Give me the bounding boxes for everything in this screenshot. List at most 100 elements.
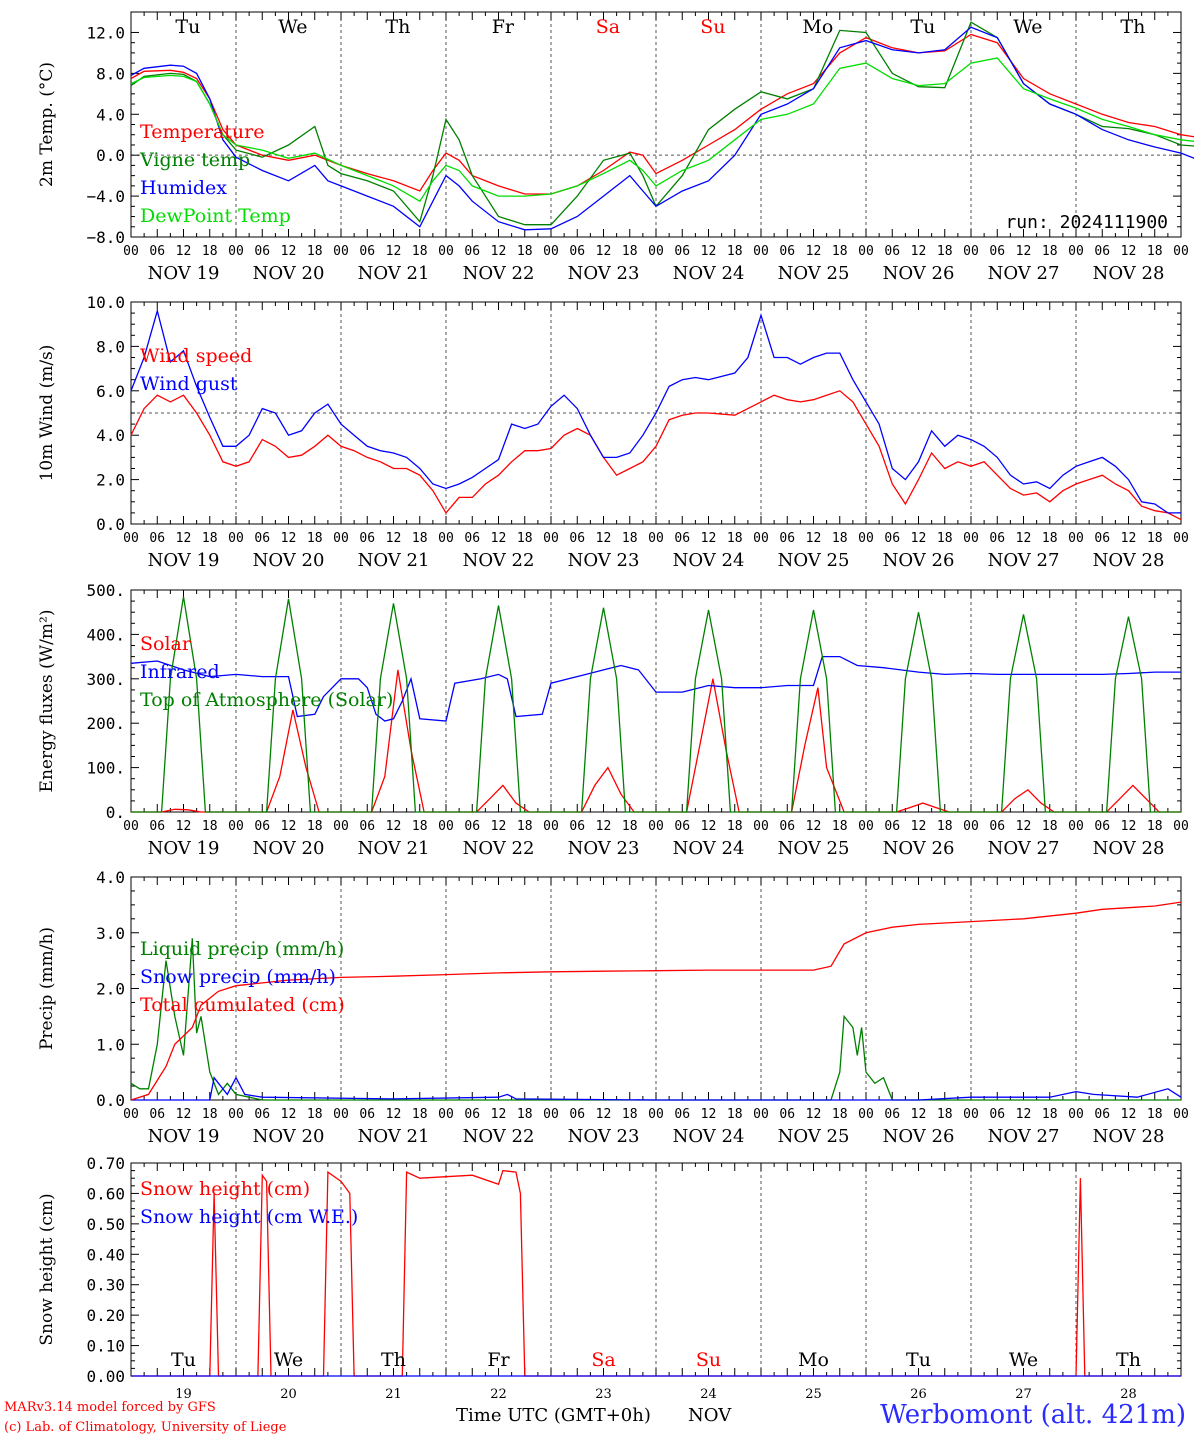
hour-tick-label: 18 [1042,244,1058,259]
date-label: NOV 28 [1093,263,1165,284]
date-label: NOV 25 [778,550,850,571]
lab-credit: (c) Lab. of Climatology, University of L… [4,1420,287,1435]
y-tick-label: 0.60 [86,1184,125,1203]
hour-tick-label: 12 [491,531,507,546]
hour-tick-label: 00 [438,1107,454,1122]
hour-tick-label: 18 [517,244,533,259]
hour-tick-label: 12 [806,244,822,259]
date-label: NOV 27 [988,263,1060,284]
hour-tick-label: 00 [1068,1107,1084,1122]
date-label: NOV 23 [568,1126,640,1147]
hour-tick-label: 12 [806,531,822,546]
day-name: We [1013,16,1042,38]
date-label: NOV 28 [1093,550,1165,571]
hour-tick-label: 00 [123,244,139,259]
hour-tick-label: 12 [701,1107,717,1122]
hour-tick-label: 18 [517,531,533,546]
day-name-bottom: Th [381,1349,406,1371]
hour-tick-label: 06 [779,1107,795,1122]
hour-tick-label: 12 [281,531,297,546]
hour-tick-label: 00 [438,531,454,546]
hour-tick-label: 12 [1121,531,1137,546]
hour-tick-label: 12 [176,819,192,834]
y-tick-label: 3.0 [96,924,125,943]
day-name-bottom: Th [1116,1349,1141,1371]
legend-entry: Humidex [140,177,227,199]
legend-entry: Snow height (cm) [140,1178,310,1200]
hour-tick-label: 12 [386,1107,402,1122]
hour-tick-label: 00 [1173,531,1189,546]
hour-tick-label: 18 [937,531,953,546]
hour-tick-label: 06 [884,1107,900,1122]
site-label: Werbomont (alt. 421m) [880,1400,1186,1430]
hour-tick-label: 00 [648,531,664,546]
hour-tick-label: 18 [832,531,848,546]
day-name: Fr [492,16,515,38]
hour-tick-label: 00 [963,244,979,259]
date-label: NOV 20 [253,263,325,284]
day-name-bottom: Tu [906,1349,931,1371]
day-number: 21 [385,1387,402,1402]
hour-tick-label: 12 [176,1107,192,1122]
hour-tick-label: 00 [648,244,664,259]
legend-entry: Solar [140,633,192,655]
date-label: NOV 23 [568,263,640,284]
date-label: NOV 23 [568,838,640,859]
hour-tick-label: 00 [438,244,454,259]
hour-tick-label: 00 [333,819,349,834]
hour-tick-label: 18 [202,244,218,259]
date-label: NOV 22 [463,550,535,571]
hour-tick-label: 06 [989,244,1005,259]
date-label: NOV 26 [883,263,955,284]
hour-tick-label: 18 [412,531,428,546]
hour-tick-label: 00 [123,1107,139,1122]
hour-tick-label: 12 [596,819,612,834]
hour-tick-label: 06 [674,819,690,834]
hour-tick-label: 06 [779,531,795,546]
date-label: NOV 24 [673,263,745,284]
hour-tick-label: 00 [228,1107,244,1122]
y-tick-label: 0.00 [86,1367,125,1386]
hour-tick-label: 06 [149,531,165,546]
hour-tick-label: 06 [779,819,795,834]
panel-5: 0.00 0.10 0.20 0.30 0.40 0.50 0.60 0.70 Snow hei… [37,1154,1182,1386]
legend-entry: Wind gust [140,373,238,395]
hour-tick-label: 06 [359,819,375,834]
hour-tick-label: 00 [333,1107,349,1122]
panel-3: 0. 100. 200. 300. 400. 500. Energy fluxes (W/m… [37,581,1189,859]
hour-tick-label: 12 [701,819,717,834]
y-axis-title: Energy fluxes (W/m²) [37,610,57,793]
date-label: NOV 19 [148,838,220,859]
series-line-blue [130,26,1194,231]
hour-tick-label: 06 [989,819,1005,834]
hour-tick-label: 18 [1147,531,1163,546]
day-number: 22 [490,1387,507,1402]
hour-tick-label: 06 [464,1107,480,1122]
hour-tick-label: 18 [307,819,323,834]
day-name-bottom: Su [696,1349,721,1371]
date-label: NOV 20 [253,1126,325,1147]
hour-tick-label: 00 [333,531,349,546]
day-number: 23 [595,1387,612,1402]
hour-tick-label: 00 [963,531,979,546]
hour-tick-label: 00 [858,244,874,259]
legend-entry: Temperature [140,121,264,143]
y-tick-label: −4.0 [86,187,125,206]
hour-tick-label: 12 [491,244,507,259]
hour-tick-label: 00 [963,1107,979,1122]
hour-tick-label: 00 [333,244,349,259]
hour-tick-label: 06 [254,244,270,259]
y-tick-label: 6.0 [96,382,125,401]
hour-tick-label: 06 [884,819,900,834]
y-tick-label: 0.10 [86,1337,125,1356]
date-label: NOV 28 [1093,1126,1165,1147]
day-name-bottom: We [274,1349,303,1371]
date-label: NOV 22 [463,263,535,284]
y-tick-label: −8.0 [86,228,125,247]
series-line-red [130,390,1182,521]
hour-tick-label: 18 [832,1107,848,1122]
hour-tick-label: 06 [884,244,900,259]
hour-tick-label: 06 [569,244,585,259]
y-tick-label: 12.0 [86,23,125,42]
hour-tick-label: 00 [228,244,244,259]
